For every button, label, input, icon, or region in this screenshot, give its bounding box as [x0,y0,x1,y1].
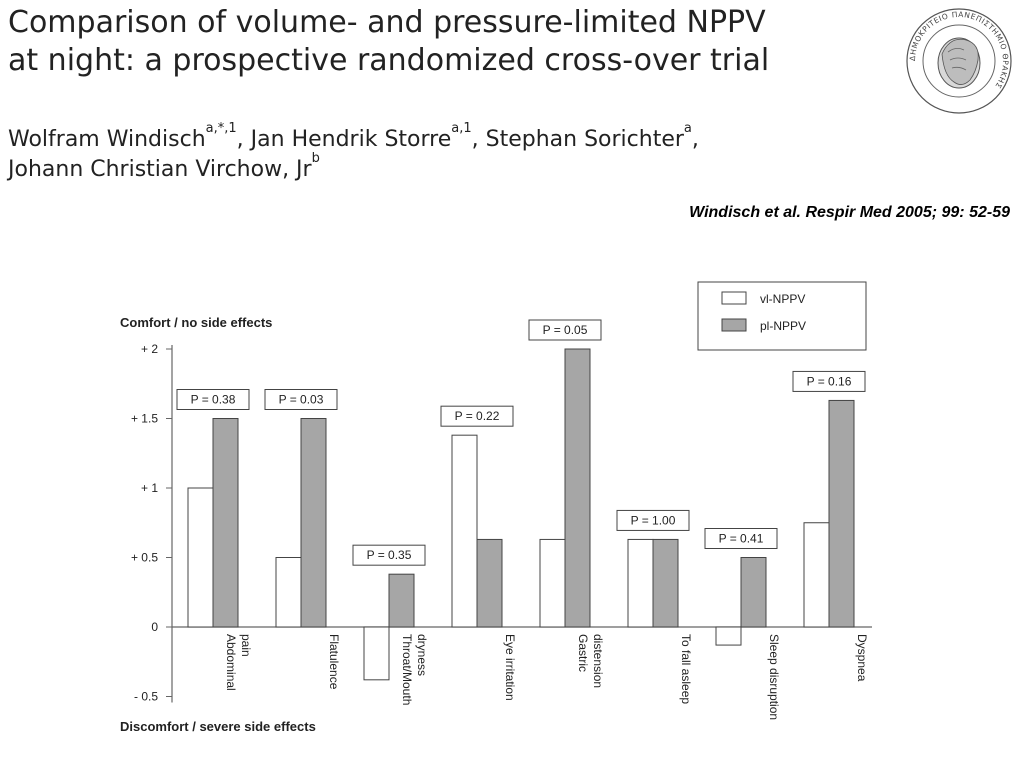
author-list: Wolfram Windischa,*,1, Jan Hendrik Storr… [8,122,888,185]
x-category-label: Dyspnea [855,634,869,682]
x-category-label: Gastric [576,634,590,672]
p-value-box [792,370,866,392]
p-value-box [528,319,602,341]
author-separator: , [236,127,251,152]
vl-nppv-bar [803,522,830,628]
author-affiliation: a [683,121,692,136]
p-value-box [264,389,338,410]
chart-labels: Comfort / no side effects Discomfort / se… [120,315,869,734]
legend-swatch [721,318,747,332]
pl-nppv-bar [300,418,327,628]
author-name: Jan Hendrik Storre [250,127,452,152]
university-seal-icon: ΔΗΜΟΚΡΙΤΕΙΟ ΠΑΝΕΠΙΣΤΗΜΙΟ ΘΡΑΚΗΣ [906,8,1012,114]
citation: Windisch et al. Respir Med 2005; 99: 52-… [689,204,1010,221]
y-tick-label: + 1.5 [131,412,158,426]
pl-nppv-bar [388,573,415,628]
x-category-label: Throat/Mouth [400,634,414,705]
y-tick-label: + 2 [141,342,158,356]
p-value-label: P = 0.03 [279,393,324,407]
y-tick-label: + 0.5 [131,551,158,565]
x-category-label: To fall asleep [679,634,693,704]
vl-nppv-bar [187,487,214,628]
vl-nppv-bar [715,626,742,646]
p-value-label: P = 0.05 [543,323,588,337]
author-separator: , [471,127,486,152]
y-tick-label: + 1 [141,481,158,495]
pl-nppv-bar [652,538,679,628]
y-tick-label: - 0.5 [134,690,158,704]
chart-bars [187,348,855,681]
p-value-label: P = 0.35 [367,548,412,562]
x-category-label: dryness [415,634,429,676]
title-line-1: Comparison of volume- and pressure-limit… [8,5,766,40]
p-value-box [440,405,514,427]
x-category-label: Abdominal [224,634,238,691]
p-value-label: P = 0.38 [191,393,236,407]
pl-nppv-bar [564,348,591,628]
comfort-caption: Comfort / no side effects [120,315,272,330]
x-category-label: Flatulence [327,634,341,690]
y-tick-label: 0 [151,620,158,634]
author-name: Wolfram Windisch [8,127,206,152]
author-affiliation: b [311,151,320,166]
p-value-box [704,528,778,549]
legend-label: vl-NPPV [760,292,805,306]
author-affiliation: a,1 [451,121,472,136]
vl-nppv-bar [363,626,390,681]
x-category-label: distension [591,634,605,688]
vl-nppv-bar [539,538,566,628]
legend-swatch [721,291,747,305]
slide-title: Comparison of volume- and pressure-limit… [8,4,888,80]
vl-nppv-bar [275,557,302,628]
p-value-label: P = 0.41 [719,532,764,546]
author-name: Johann Christian Virchow, Jr [8,157,312,182]
p-value-label: P = 0.22 [455,409,500,423]
discomfort-caption: Discomfort / severe side effects [120,719,316,734]
title-line-2: at night: a prospective randomized cross… [8,43,770,78]
vl-nppv-bar [627,538,654,628]
p-value-box [616,509,690,531]
p-value-label: P = 1.00 [631,513,676,527]
x-category-label: Sleep disruption [767,634,781,720]
legend-label: pl-NPPV [760,319,806,333]
x-category-label: Eye irritation [503,634,517,701]
vl-nppv-bar [451,434,478,628]
p-value-label: P = 0.16 [807,374,852,388]
author-affiliation: a,*,1 [205,121,237,136]
p-value-box [176,389,250,410]
x-category-label: pain [239,634,253,657]
author-separator: , [691,127,699,152]
author-name: Stephan Sorichter [485,127,684,152]
pl-nppv-bar [212,418,239,628]
legend-box [697,281,867,351]
pl-nppv-bar [828,399,855,628]
p-value-box [352,544,426,566]
chart-legend: vl-NPPV pl-NPPV [697,281,867,351]
pl-nppv-bar [740,557,767,628]
pl-nppv-bar [476,538,503,628]
